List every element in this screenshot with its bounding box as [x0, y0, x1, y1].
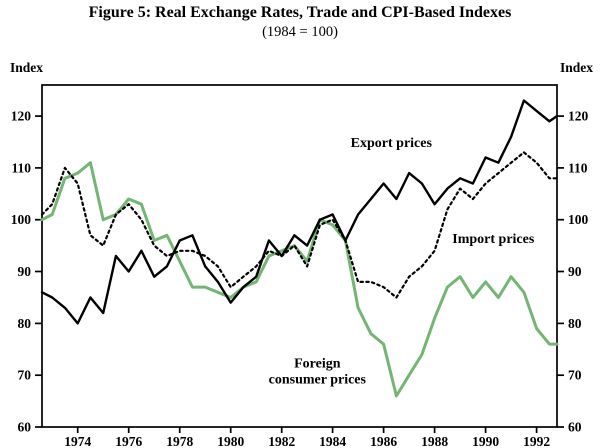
- y-tick-label-left: 120: [11, 109, 32, 124]
- y-tick-label-right: 120: [568, 109, 589, 124]
- export-prices-line: [40, 99, 559, 325]
- figure-subtitle: (1984 = 100): [262, 24, 338, 40]
- x-tick-label: 1992: [523, 434, 550, 448]
- series-annotation: Export prices: [351, 136, 433, 151]
- figure-title: Figure 5: Real Exchange Rates, Trade and…: [88, 4, 512, 21]
- x-tick-label: 1980: [217, 434, 244, 448]
- x-tick-label: 1988: [421, 434, 448, 448]
- x-tick-label: 1976: [115, 434, 142, 448]
- y-tick-label-right: 70: [568, 368, 582, 383]
- x-tick-label: 1990: [472, 434, 499, 448]
- y-tick-label-right: 80: [568, 316, 582, 331]
- plot-border: [41, 84, 558, 428]
- y-tick-label-left: 60: [18, 420, 32, 435]
- series-annotation: Foreign: [294, 356, 341, 371]
- y-axis-label-left: Index: [10, 60, 44, 75]
- y-tick-label-left: 100: [11, 212, 32, 227]
- x-tick-label: 1986: [370, 434, 397, 448]
- y-tick-label-right: 110: [568, 160, 588, 175]
- y-axis-label-right: Index: [559, 60, 593, 75]
- import-prices-line: [40, 151, 559, 299]
- series-annotation: Import prices: [452, 232, 535, 247]
- y-tick-label-right: 100: [568, 212, 589, 227]
- y-tick-label-right: 60: [568, 420, 582, 435]
- x-tick-label: 1984: [319, 434, 346, 448]
- x-tick-label: 1978: [166, 434, 193, 448]
- y-tick-label-left: 70: [18, 368, 32, 383]
- foreign-consumer-prices-line: [40, 161, 559, 398]
- y-tick-label-left: 110: [11, 160, 31, 175]
- y-tick-label-right: 90: [568, 264, 582, 279]
- x-tick-label: 1974: [64, 434, 91, 448]
- x-tick-label: 1982: [268, 434, 295, 448]
- y-tick-label-left: 90: [18, 264, 32, 279]
- y-tick-label-left: 80: [18, 316, 32, 331]
- series-annotation: consumer prices: [269, 372, 367, 387]
